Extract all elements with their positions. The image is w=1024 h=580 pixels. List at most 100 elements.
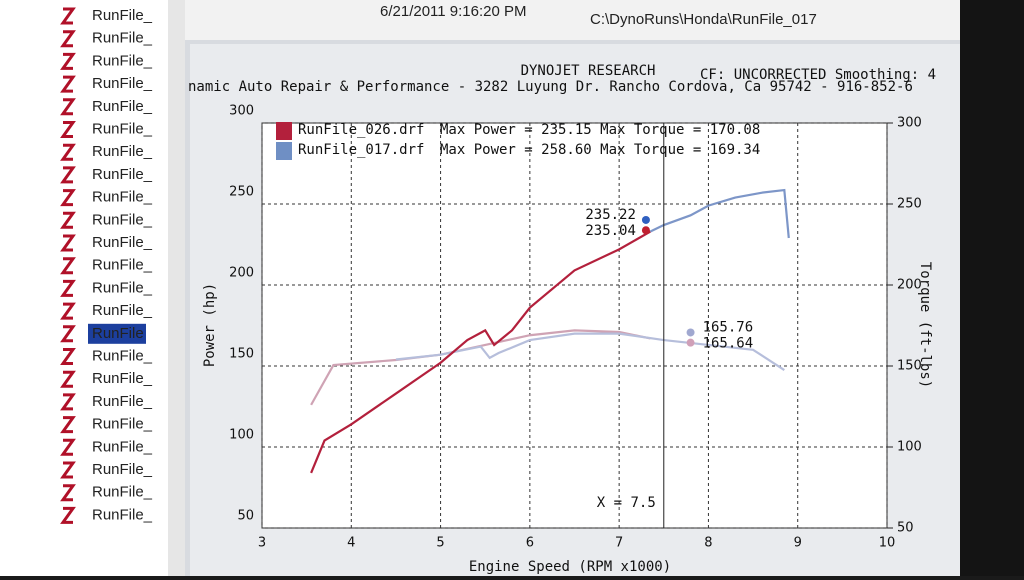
file-icon bbox=[60, 166, 76, 184]
y2-tick-label: 100 bbox=[897, 440, 922, 455]
x-tick-label: 4 bbox=[347, 536, 355, 551]
file-icon bbox=[60, 75, 76, 93]
legend-detail: Max Power = 258.60 Max Torque = 169.34 bbox=[440, 142, 760, 158]
x-tick-label: 6 bbox=[526, 536, 534, 551]
file-item: RunFile_ bbox=[92, 75, 153, 92]
file-icon bbox=[60, 7, 76, 25]
top-path: C:\DynoRuns\Honda\RunFile_017 bbox=[590, 11, 817, 28]
x-axis-label: Engine Speed (RPM x1000) bbox=[469, 559, 671, 575]
file-icon bbox=[60, 484, 76, 502]
y-tick-label: 150 bbox=[229, 347, 254, 362]
file-item: RunFile_ bbox=[92, 506, 153, 523]
y-tick-label: 100 bbox=[229, 428, 254, 443]
file-item: RunFile_ bbox=[92, 279, 153, 296]
run-table-row bbox=[185, 0, 960, 40]
plot-area bbox=[261, 122, 888, 529]
annotation-label: 235.04 bbox=[585, 223, 636, 239]
annotation-dot bbox=[641, 226, 650, 235]
file-item: RunFile_ bbox=[92, 143, 153, 160]
file-icon bbox=[60, 302, 76, 320]
file-item: RunFile_ bbox=[92, 52, 153, 69]
file-icon bbox=[60, 234, 76, 252]
file-icon bbox=[60, 211, 76, 229]
file-item: RunFile_ bbox=[92, 211, 153, 228]
file-item: RunFile_ bbox=[92, 484, 153, 501]
file-icon bbox=[60, 348, 76, 365]
series-line bbox=[310, 329, 651, 406]
x-tick-label: 8 bbox=[704, 536, 712, 551]
list-scrollbar bbox=[168, 0, 185, 576]
legend-detail: Max Power = 235.15 Max Torque = 170.08 bbox=[440, 122, 760, 138]
file-item: RunFile_ bbox=[92, 416, 153, 433]
brand: DYNOJET RESEARCH bbox=[521, 63, 656, 79]
legend-name: RunFile_017.drf bbox=[298, 142, 424, 158]
y-tick-label: 50 bbox=[237, 509, 254, 524]
y-tick-label: 300 bbox=[229, 104, 254, 119]
file-icon bbox=[60, 121, 76, 138]
legend-swatch bbox=[276, 142, 292, 160]
legend-name: RunFile_026.drf bbox=[298, 122, 424, 138]
file-item: RunFile_ bbox=[92, 302, 153, 319]
annotation-label: 165.64 bbox=[703, 336, 754, 352]
file-icon bbox=[60, 370, 76, 388]
file-item: RunFile_ bbox=[92, 347, 153, 364]
file-item: RunFile bbox=[92, 325, 144, 342]
y-axis-label: Power (hp) bbox=[202, 283, 218, 367]
y2-tick-label: 200 bbox=[897, 278, 922, 293]
file-icon bbox=[60, 416, 76, 434]
file-icon bbox=[60, 506, 76, 524]
file-item: RunFile_ bbox=[92, 257, 153, 274]
legend-swatch bbox=[276, 122, 292, 140]
top-date: 6/21/2011 9:16:20 PM bbox=[380, 3, 527, 20]
file-icon bbox=[60, 30, 76, 48]
y2-tick-label: 250 bbox=[897, 197, 922, 212]
y2-tick-label: 300 bbox=[897, 116, 922, 131]
file-item: RunFile_ bbox=[92, 30, 153, 47]
annotation-dot bbox=[686, 338, 695, 347]
annotation-label: 235.22 bbox=[585, 207, 636, 223]
file-icon bbox=[60, 461, 76, 479]
series-line bbox=[310, 230, 651, 474]
selection bbox=[88, 323, 146, 344]
file-item: RunFile_ bbox=[92, 98, 153, 115]
x-tick-label: 5 bbox=[436, 536, 444, 551]
file-icon bbox=[60, 393, 76, 411]
series-line bbox=[395, 332, 785, 371]
x-tick-label: 7 bbox=[615, 536, 623, 551]
x-tick-label: 3 bbox=[258, 536, 266, 551]
file-icon bbox=[60, 98, 76, 116]
file-icon bbox=[60, 325, 76, 343]
y2-tick-label: 150 bbox=[897, 359, 922, 374]
bezel bbox=[960, 0, 1024, 576]
file-item: RunFile_ bbox=[92, 166, 153, 183]
file-item: RunFile_ bbox=[92, 438, 153, 455]
file-icon bbox=[60, 438, 76, 456]
y-tick-label: 200 bbox=[229, 266, 254, 281]
file-list-panel bbox=[0, 0, 185, 576]
settings: CF: UNCORRECTED Smoothing: 4 bbox=[700, 67, 936, 83]
file-item: RunFile_ bbox=[92, 189, 153, 206]
annotation-dot bbox=[641, 215, 650, 224]
file-item: RunFile_ bbox=[92, 370, 153, 387]
annotation-label: 165.76 bbox=[703, 319, 754, 335]
x-tick-label: 10 bbox=[879, 536, 896, 551]
series-line bbox=[649, 188, 790, 239]
annotation-dot bbox=[686, 328, 695, 337]
cursor-label: X = 7.5 bbox=[597, 495, 656, 511]
file-icon bbox=[60, 52, 76, 70]
file-icon bbox=[60, 143, 76, 161]
file-item: RunFile_ bbox=[92, 461, 153, 478]
y-tick-label: 250 bbox=[229, 185, 254, 200]
y2-tick-label: 50 bbox=[897, 521, 914, 536]
file-icon bbox=[60, 189, 76, 207]
y2-axis-label: Torque (ft-lbs) bbox=[917, 262, 933, 388]
shop: namic Auto Repair & Performance - 3282 L… bbox=[188, 79, 913, 95]
file-item: RunFile_ bbox=[92, 120, 153, 137]
file-item: RunFile_ bbox=[92, 234, 153, 251]
file-icon bbox=[60, 279, 76, 297]
x-tick-label: 9 bbox=[794, 536, 802, 551]
file-item: RunFile_ bbox=[92, 393, 153, 410]
file-icon bbox=[60, 257, 76, 275]
